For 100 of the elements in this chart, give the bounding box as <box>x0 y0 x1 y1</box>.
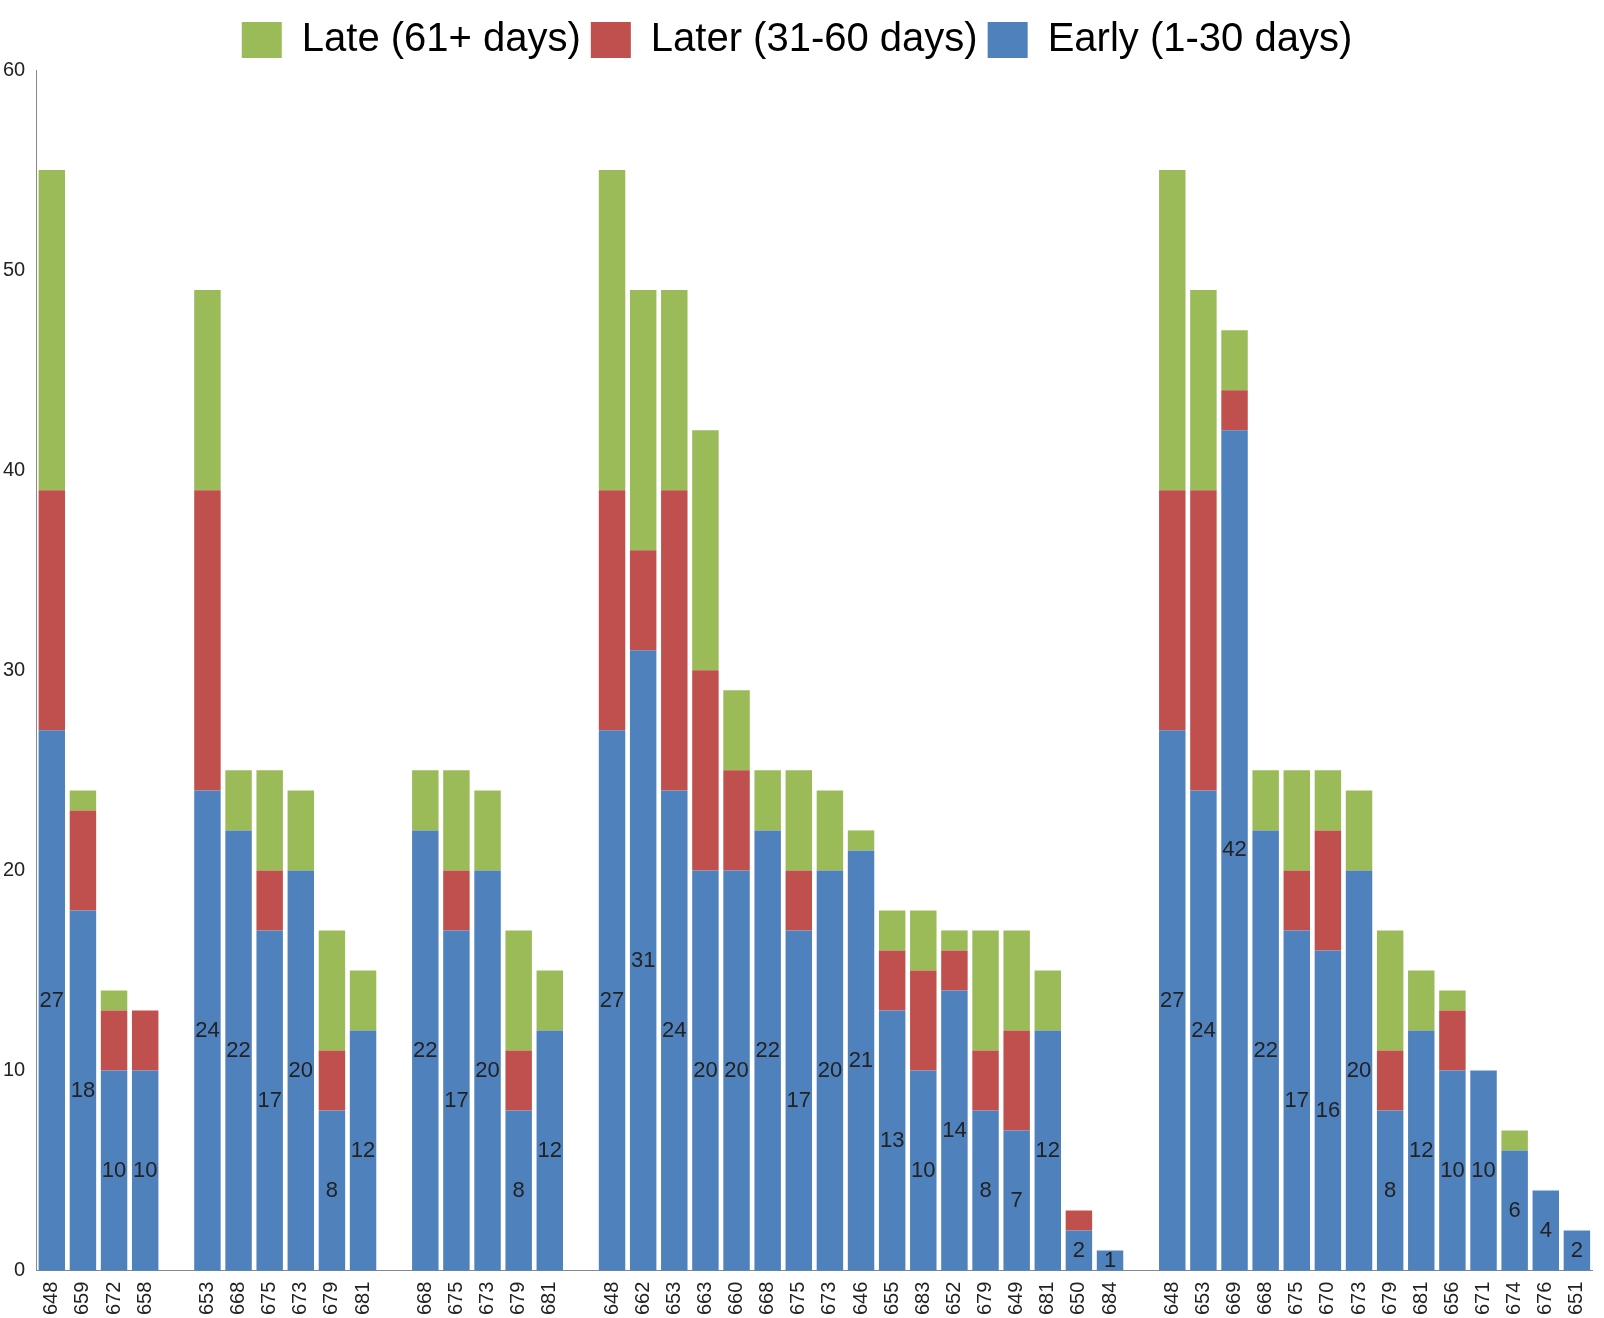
bar <box>1314 770 1342 831</box>
data-label: 20 <box>693 1056 718 1082</box>
bar <box>1159 730 1186 1271</box>
y-tick-label: 60 <box>3 57 26 80</box>
data-label: 2 <box>1570 1236 1584 1262</box>
bar <box>941 930 968 951</box>
data-label: 20 <box>288 1056 314 1082</box>
x-tick-label: 679 <box>319 1281 342 1316</box>
x-tick-label: 653 <box>661 1281 684 1316</box>
data-label: 12 <box>350 1136 376 1162</box>
bar <box>723 770 750 871</box>
data-label: 31 <box>630 946 656 972</box>
data-label: 27 <box>1160 986 1185 1012</box>
bar <box>661 790 688 1271</box>
x-tick-label: 662 <box>630 1281 653 1316</box>
bar <box>1065 1210 1093 1231</box>
bar <box>69 790 97 811</box>
bar <box>1190 490 1217 791</box>
bar <box>785 770 813 871</box>
x-tick-label: 648 <box>599 1281 622 1316</box>
bar <box>1439 990 1466 1011</box>
data-label: 16 <box>1315 1096 1341 1122</box>
data-label: 14 <box>942 1116 967 1142</box>
x-tick-label: 648 <box>39 1281 62 1316</box>
bar <box>847 830 875 851</box>
x-tick-label: 653 <box>1190 1281 1213 1316</box>
bar <box>723 690 750 771</box>
bar <box>1439 1010 1466 1071</box>
bar <box>878 1010 906 1271</box>
data-label: 17 <box>444 1086 469 1112</box>
bar <box>38 170 66 491</box>
data-label: 8 <box>1384 1176 1397 1202</box>
x-tick-label: 673 <box>288 1281 311 1316</box>
bar <box>1003 1130 1030 1271</box>
bar <box>816 870 844 1271</box>
bar <box>318 1110 346 1271</box>
bar <box>910 1070 937 1271</box>
bar <box>1345 790 1373 871</box>
data-label: 27 <box>599 986 625 1012</box>
x-tick-label: 659 <box>70 1281 93 1316</box>
data-label: 4 <box>1539 1216 1552 1242</box>
data-label: 20 <box>475 1056 500 1082</box>
y-tick-label: 10 <box>3 1058 26 1081</box>
bar <box>1376 1050 1404 1111</box>
bar <box>1283 770 1311 871</box>
x-tick-label: 672 <box>101 1281 124 1316</box>
data-label: 17 <box>257 1086 282 1112</box>
legend-label: Early (1-30 days) <box>1047 15 1353 60</box>
data-label: 21 <box>848 1046 874 1072</box>
x-tick-label: 652 <box>941 1281 964 1316</box>
bar <box>349 1030 377 1271</box>
x-tick-label: 675 <box>786 1281 809 1316</box>
x-tick-label: 681 <box>537 1281 560 1316</box>
bar <box>972 1110 999 1271</box>
bar <box>412 830 439 1271</box>
bar <box>878 910 906 951</box>
bar <box>1003 1030 1030 1131</box>
x-tick-label: 658 <box>132 1281 155 1316</box>
bar <box>1283 930 1311 1271</box>
x-tick-label: 656 <box>1439 1281 1462 1316</box>
bar <box>1501 1130 1528 1151</box>
bar <box>100 1070 128 1271</box>
x-tick-label: 681 <box>350 1281 373 1316</box>
data-label: 1 <box>1103 1246 1117 1272</box>
data-label: 22 <box>1253 1036 1278 1062</box>
bar <box>1221 390 1248 431</box>
data-label: 12 <box>537 1136 563 1162</box>
bar <box>598 730 626 1271</box>
bar <box>256 930 283 1271</box>
bar <box>318 1050 346 1111</box>
bar <box>443 930 470 1271</box>
bar <box>318 930 346 1051</box>
bar <box>754 830 781 1271</box>
bar <box>972 930 999 1051</box>
bar <box>474 870 501 1271</box>
x-tick-label: 668 <box>1253 1281 1276 1316</box>
x-tick-label: 668 <box>226 1281 249 1316</box>
data-label: 20 <box>724 1056 749 1082</box>
data-label: 12 <box>1409 1136 1434 1162</box>
bar <box>629 290 657 551</box>
data-label: 24 <box>1191 1016 1216 1042</box>
data-label: 10 <box>132 1156 158 1182</box>
legend-label: Late (61+ days) <box>301 15 581 60</box>
x-tick-label: 655 <box>879 1281 902 1316</box>
bar <box>910 970 937 1071</box>
data-label: 20 <box>817 1056 843 1082</box>
data-label: 8 <box>979 1176 992 1202</box>
data-label: 24 <box>662 1016 687 1042</box>
data-label: 17 <box>786 1086 812 1112</box>
bar <box>505 1050 532 1111</box>
y-tick-label: 0 <box>14 1258 26 1281</box>
x-tick-label: 660 <box>724 1281 747 1316</box>
bar <box>598 490 626 731</box>
bar <box>100 1010 128 1071</box>
bar <box>785 930 813 1271</box>
x-tick-label: 684 <box>1097 1281 1120 1316</box>
bar <box>225 830 252 1271</box>
bar <box>1470 1070 1497 1271</box>
data-label: 10 <box>1471 1156 1496 1182</box>
bar <box>131 1070 159 1271</box>
